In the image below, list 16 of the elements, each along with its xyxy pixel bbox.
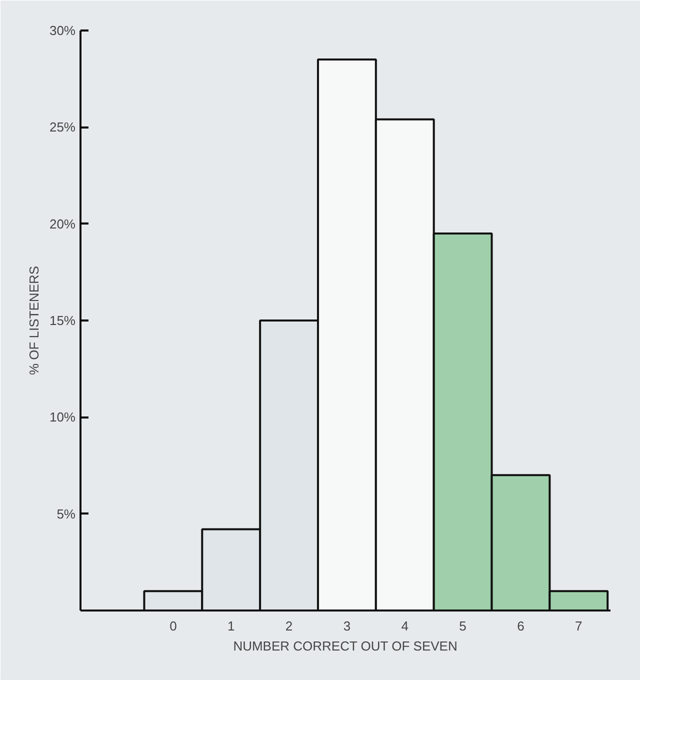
x-tick-label: 0	[170, 618, 177, 634]
y-tick-label: 5%	[56, 506, 76, 522]
x-tick-label: 1	[227, 618, 235, 634]
x-tick-label: 3	[343, 618, 351, 634]
x-tick-label: 4	[401, 618, 408, 634]
x-tick-label: 6	[517, 618, 524, 634]
y-tick-label: 30%	[49, 23, 76, 38]
y-axis-title: % OF LISTENERS	[26, 266, 42, 376]
x-tick-label: 7	[575, 618, 582, 634]
x-tick-label: 2	[285, 618, 293, 634]
x-axis-title: NUMBER CORRECT OUT OF SEVEN	[233, 638, 458, 654]
x-tick-label: 5	[459, 618, 466, 634]
y-tick-label: 20%	[49, 216, 76, 232]
y-tick-label: 10%	[49, 410, 76, 425]
y-tick-label: 15%	[49, 313, 76, 328]
y-tick-label: 25%	[49, 120, 76, 135]
